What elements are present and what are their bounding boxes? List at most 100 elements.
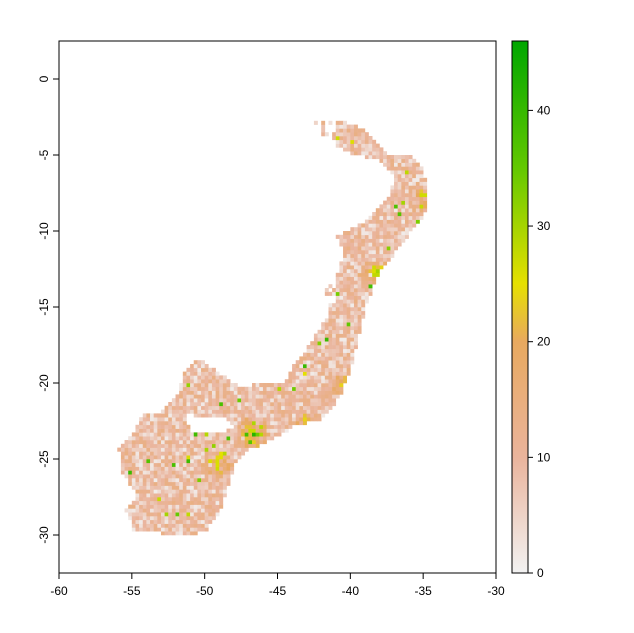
raster-cell	[394, 189, 398, 194]
raster-cell	[208, 383, 213, 388]
raster-cell	[248, 405, 253, 410]
raster-cell	[346, 250, 351, 255]
raster-cell	[211, 455, 216, 460]
raster-cell	[390, 162, 395, 167]
y-tick-label: -15	[37, 298, 51, 316]
raster-cell	[313, 413, 318, 418]
raster-cell	[120, 462, 125, 467]
raster-cell	[262, 398, 267, 403]
raster-cell	[339, 375, 344, 380]
raster-cell	[135, 512, 140, 517]
raster-cell	[401, 204, 406, 209]
raster-cell	[226, 478, 231, 483]
raster-cell	[211, 413, 216, 418]
raster-cell	[208, 405, 213, 410]
raster-cell	[317, 329, 322, 334]
raster-cell	[197, 436, 202, 441]
raster-cell	[252, 436, 256, 441]
raster-cell	[372, 155, 377, 160]
raster-cell	[299, 356, 304, 361]
raster-cell	[244, 417, 249, 422]
raster-cell	[295, 379, 300, 384]
x-tick-label: -40	[342, 584, 360, 598]
raster-cell	[190, 364, 195, 369]
raster-cell	[204, 383, 209, 388]
raster-cell	[335, 291, 340, 296]
raster-cell	[346, 345, 351, 350]
raster-cell	[270, 436, 275, 441]
raster-cell	[150, 417, 154, 422]
raster-cell	[361, 253, 366, 258]
raster-cell	[324, 318, 329, 323]
raster-cell	[335, 299, 340, 304]
raster-cell	[215, 459, 220, 464]
raster-cell	[386, 246, 391, 251]
raster-cell	[175, 443, 180, 448]
raster-cell	[139, 493, 144, 498]
raster-cell	[226, 470, 231, 475]
raster-cell	[383, 231, 388, 236]
raster-cell	[364, 238, 369, 243]
raster-cell	[306, 394, 311, 399]
raster-cell	[310, 409, 315, 414]
raster-cell	[419, 189, 424, 194]
raster-cell	[164, 519, 169, 524]
raster-cell	[179, 440, 184, 445]
raster-cell	[215, 455, 220, 460]
raster-cell	[361, 272, 366, 277]
raster-cell	[230, 432, 235, 437]
raster-cell	[277, 409, 282, 414]
raster-cell	[128, 478, 133, 483]
raster-cell	[146, 417, 151, 422]
raster-cell	[350, 299, 355, 304]
raster-cell	[350, 136, 355, 141]
raster-cell	[353, 291, 358, 296]
raster-cell	[135, 493, 140, 498]
raster-cell	[357, 284, 362, 289]
raster-cell	[204, 390, 209, 395]
raster-cell	[204, 493, 209, 498]
raster-cell	[150, 466, 154, 471]
raster-cell	[252, 394, 256, 399]
raster-cell	[179, 531, 184, 536]
raster-cell	[353, 151, 358, 156]
raster-cell	[153, 432, 158, 437]
raster-cell	[182, 383, 187, 388]
raster-cell	[415, 219, 420, 224]
raster-cell	[292, 398, 297, 403]
raster-cell	[419, 185, 424, 190]
raster-cell	[299, 364, 304, 369]
raster-cell	[219, 432, 224, 437]
raster-cell	[335, 128, 340, 133]
raster-cell	[335, 364, 340, 369]
raster-cell	[179, 497, 184, 502]
raster-cell	[190, 436, 195, 441]
raster-cell	[230, 386, 235, 391]
raster-cell	[302, 413, 307, 418]
raster-cell	[146, 497, 151, 502]
raster-cell	[208, 516, 213, 521]
raster-cell	[321, 120, 326, 125]
raster-cell	[215, 383, 220, 388]
raster-cell	[284, 402, 289, 407]
raster-cell	[230, 402, 235, 407]
raster-cell	[317, 360, 322, 365]
raster-cell	[204, 474, 209, 479]
raster-cell	[222, 459, 227, 464]
raster-cell	[215, 394, 220, 399]
raster-cell	[328, 337, 333, 342]
raster-cell	[361, 280, 366, 285]
raster-cell	[146, 523, 151, 528]
raster-cell	[350, 284, 355, 289]
raster-cell	[211, 489, 216, 494]
raster-cell	[259, 432, 264, 437]
raster-cell	[284, 424, 289, 429]
raster-cell	[364, 299, 369, 304]
raster-cell	[186, 405, 191, 410]
raster-cell	[171, 405, 176, 410]
raster-cell	[335, 360, 340, 365]
raster-cell	[219, 405, 224, 410]
raster-cell	[306, 386, 311, 391]
raster-cell	[135, 478, 140, 483]
raster-cell	[328, 284, 333, 289]
